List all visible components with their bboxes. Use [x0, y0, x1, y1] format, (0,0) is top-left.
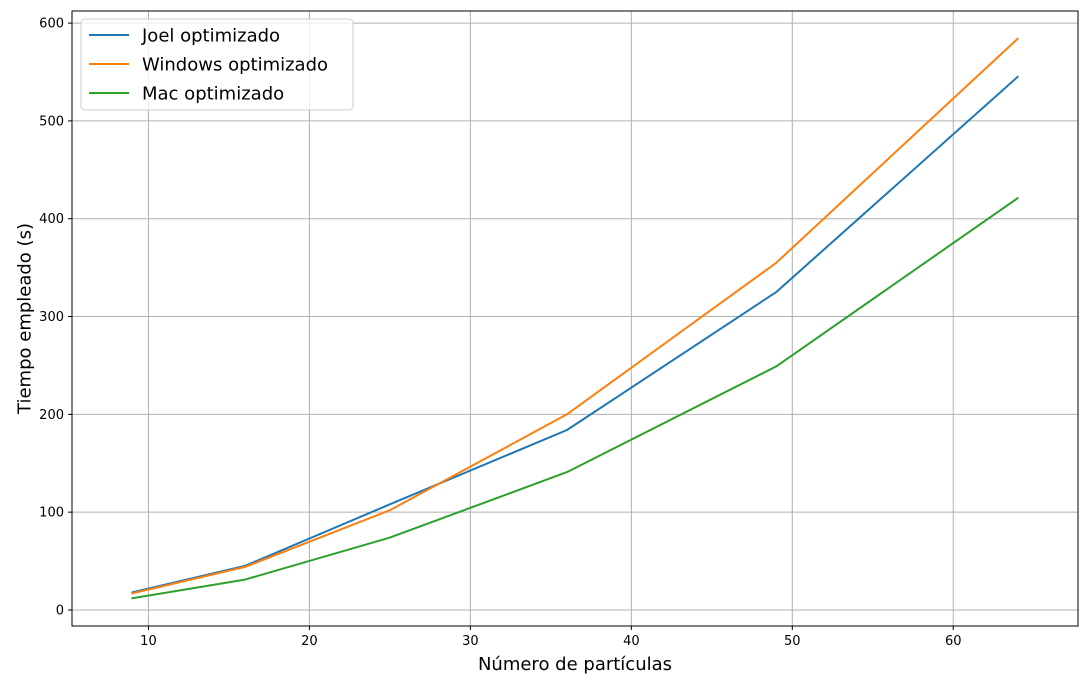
- y-axis-label: Tiempo empleado (s): [14, 223, 35, 415]
- y-tick-label: 300: [39, 310, 64, 325]
- x-tick-label: 40: [623, 634, 640, 649]
- x-tick-label: 30: [462, 634, 479, 649]
- grid-lines: [72, 11, 1078, 626]
- y-tick-label: 600: [39, 17, 64, 32]
- series-line-2: [131, 37, 1020, 595]
- y-tick-label: 100: [39, 506, 64, 521]
- x-tick-label: 20: [301, 634, 318, 649]
- series-line-3: [131, 196, 1019, 600]
- legend-label: Joel optimizado: [141, 26, 280, 47]
- legend: Joel optimizado Windows optimizado Mac opt…: [80, 18, 354, 111]
- legend-label: Mac optimizado: [142, 84, 284, 105]
- y-tick-label: 400: [39, 212, 64, 227]
- series-lines: [131, 37, 1020, 600]
- x-tick-label: 10: [140, 634, 157, 649]
- x-tick-label: 50: [784, 634, 801, 649]
- x-axis-label: Número de partículas: [478, 654, 672, 675]
- y-tick-label: 200: [39, 408, 64, 423]
- plot-frame: [71, 10, 1079, 627]
- legend-label: Windows optimizado: [142, 55, 328, 76]
- series-line-1: [131, 75, 1020, 594]
- x-tick-label: 60: [945, 634, 962, 649]
- y-tick-label: 500: [39, 114, 64, 129]
- legend-box: [80, 18, 354, 111]
- y-tick-label: 0: [56, 603, 64, 618]
